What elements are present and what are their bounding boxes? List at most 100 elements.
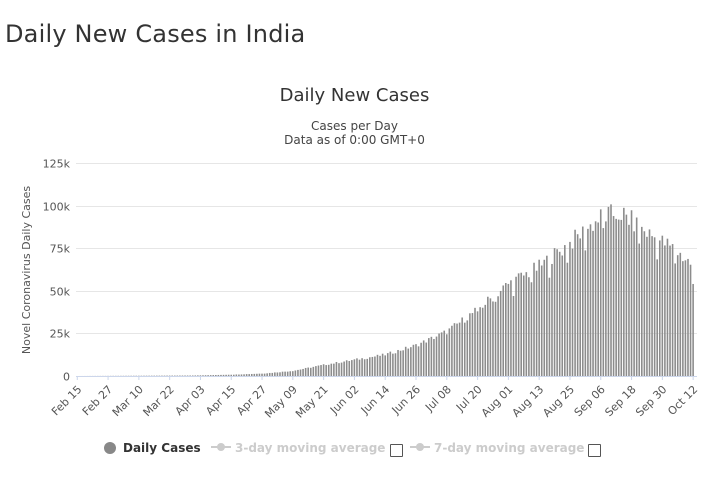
bar-daily-cases[interactable]	[664, 245, 666, 376]
bar-daily-cases[interactable]	[615, 218, 617, 376]
bar-daily-cases[interactable]	[525, 272, 528, 376]
bar-daily-cases[interactable]	[630, 210, 633, 376]
bar-daily-cases[interactable]	[612, 216, 615, 376]
bar-daily-cases[interactable]	[209, 375, 212, 376]
bar-daily-cases[interactable]	[253, 373, 256, 376]
bar-daily-cases[interactable]	[374, 356, 376, 376]
bar-daily-cases[interactable]	[505, 283, 507, 376]
bar-daily-cases[interactable]	[425, 342, 428, 376]
bar-daily-cases[interactable]	[499, 290, 502, 376]
bar-daily-cases[interactable]	[435, 336, 438, 376]
bar-daily-cases[interactable]	[535, 270, 538, 376]
bar-daily-cases[interactable]	[548, 277, 551, 376]
bar-daily-cases[interactable]	[281, 371, 284, 376]
bar-daily-cases[interactable]	[197, 375, 199, 376]
bar-daily-cases[interactable]	[687, 258, 689, 376]
bar-daily-cases[interactable]	[617, 219, 620, 376]
bar-daily-cases[interactable]	[576, 234, 579, 376]
bar-daily-cases[interactable]	[194, 375, 197, 376]
bar-daily-cases[interactable]	[202, 375, 204, 376]
bar-daily-cases[interactable]	[620, 219, 623, 376]
bar-daily-cases[interactable]	[238, 374, 240, 376]
bar-daily-cases[interactable]	[561, 255, 564, 377]
bar-daily-cases[interactable]	[487, 296, 489, 376]
bar-daily-cases[interactable]	[294, 370, 297, 376]
bar-daily-cases[interactable]	[666, 238, 669, 376]
bar-daily-cases[interactable]	[292, 371, 294, 376]
bar-daily-cases[interactable]	[571, 248, 574, 376]
bar-daily-cases[interactable]	[671, 244, 674, 376]
bar-daily-cases[interactable]	[463, 322, 466, 376]
bar-daily-cases[interactable]	[623, 207, 625, 376]
bar-daily-cases[interactable]	[389, 351, 392, 376]
bar-daily-cases[interactable]	[302, 368, 304, 376]
bar-daily-cases[interactable]	[407, 348, 410, 376]
bar-daily-cases[interactable]	[340, 362, 343, 376]
bar-daily-cases[interactable]	[343, 361, 345, 376]
bar-daily-cases[interactable]	[610, 204, 612, 376]
bar-daily-cases[interactable]	[594, 221, 597, 376]
bar-daily-cases[interactable]	[551, 263, 553, 376]
bar-daily-cases[interactable]	[399, 350, 402, 376]
bar-daily-cases[interactable]	[448, 328, 451, 376]
bar-daily-cases[interactable]	[217, 374, 220, 376]
bar-daily-cases[interactable]	[461, 317, 463, 376]
bar-daily-cases[interactable]	[327, 364, 330, 376]
bar-daily-cases[interactable]	[589, 224, 592, 376]
bar-daily-cases[interactable]	[315, 366, 317, 376]
bar-daily-cases[interactable]	[428, 338, 430, 376]
bar-daily-cases[interactable]	[212, 375, 215, 376]
bar-daily-cases[interactable]	[366, 358, 369, 376]
bar-daily-cases[interactable]	[445, 334, 448, 376]
bar-daily-cases[interactable]	[440, 332, 443, 376]
bar-daily-cases[interactable]	[369, 357, 371, 376]
bar-daily-cases[interactable]	[371, 356, 374, 376]
bar-daily-cases[interactable]	[322, 364, 325, 376]
bar-daily-cases[interactable]	[433, 339, 435, 376]
bar-daily-cases[interactable]	[679, 252, 682, 376]
bar-daily-cases[interactable]	[566, 262, 569, 376]
bar-daily-cases[interactable]	[379, 355, 381, 376]
bar-daily-cases[interactable]	[443, 330, 446, 376]
bar-daily-cases[interactable]	[502, 285, 505, 376]
bar-daily-cases[interactable]	[605, 221, 607, 376]
bar-daily-cases[interactable]	[684, 260, 687, 376]
bar-daily-cases[interactable]	[451, 325, 453, 376]
bar-daily-cases[interactable]	[263, 373, 266, 376]
bar-daily-cases[interactable]	[320, 365, 322, 376]
bar-daily-cases[interactable]	[335, 361, 338, 376]
bar-daily-cases[interactable]	[381, 353, 384, 376]
bar-daily-cases[interactable]	[307, 367, 309, 376]
bar-daily-cases[interactable]	[220, 374, 222, 376]
bar-daily-cases[interactable]	[250, 373, 253, 376]
bar-daily-cases[interactable]	[453, 323, 456, 376]
bar-daily-cases[interactable]	[494, 301, 497, 376]
bar-daily-cases[interactable]	[597, 222, 599, 376]
bar-daily-cases[interactable]	[646, 236, 648, 376]
bar-daily-cases[interactable]	[530, 282, 533, 376]
bar-daily-cases[interactable]	[402, 350, 404, 376]
bar-daily-cases[interactable]	[284, 371, 286, 376]
bar-daily-cases[interactable]	[348, 361, 351, 376]
bar-daily-cases[interactable]	[553, 248, 556, 376]
bar-daily-cases[interactable]	[271, 372, 274, 376]
bar-daily-cases[interactable]	[471, 313, 474, 376]
bar-daily-cases[interactable]	[661, 235, 664, 376]
bar-daily-cases[interactable]	[520, 272, 522, 376]
bar-daily-cases[interactable]	[289, 371, 292, 376]
bar-daily-cases[interactable]	[674, 263, 676, 376]
bar-daily-cases[interactable]	[648, 229, 651, 376]
bar-daily-cases[interactable]	[635, 217, 638, 377]
bar-daily-cases[interactable]	[574, 229, 576, 376]
bar-daily-cases[interactable]	[658, 240, 661, 376]
bar-daily-cases[interactable]	[415, 344, 417, 376]
bar-daily-cases[interactable]	[438, 333, 440, 376]
checkbox-7-day-average[interactable]	[588, 444, 601, 457]
bar-daily-cases[interactable]	[497, 296, 499, 376]
bar-daily-cases[interactable]	[309, 367, 312, 376]
bar-daily-cases[interactable]	[279, 372, 281, 376]
bar-daily-cases[interactable]	[512, 296, 515, 376]
bar-daily-cases[interactable]	[587, 228, 589, 376]
bar-daily-cases[interactable]	[584, 250, 587, 376]
bar-daily-cases[interactable]	[297, 369, 299, 376]
